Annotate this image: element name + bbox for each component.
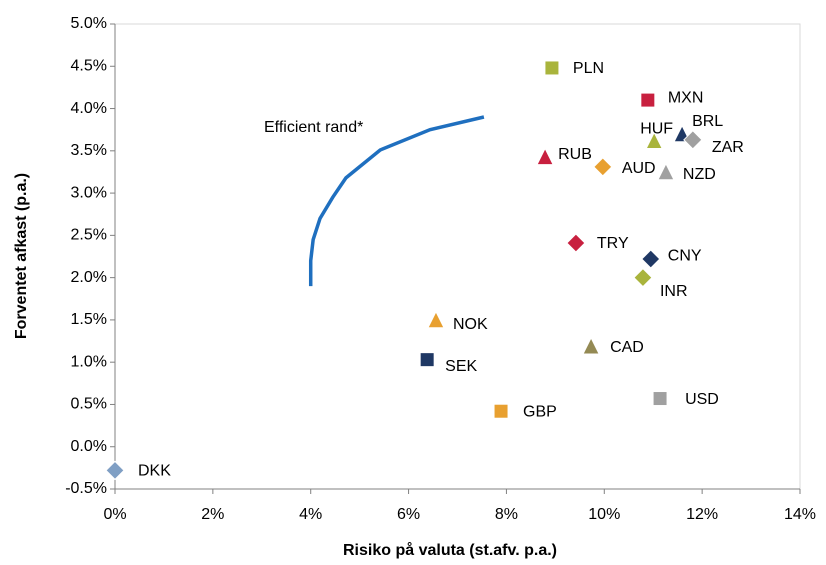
y-tick-label: -0.5%: [65, 480, 107, 497]
annotation: Efficient rand*: [264, 119, 363, 136]
point: [641, 249, 661, 269]
point: [544, 60, 560, 76]
y-tick-label: 1.5%: [71, 311, 107, 328]
y-tick-label: 4.5%: [71, 57, 107, 74]
point: [657, 162, 675, 181]
x-tick-label: 6%: [397, 506, 420, 523]
y-tick-label: 4.0%: [71, 100, 107, 117]
y-tick-label: 1.0%: [71, 353, 107, 370]
y-tick-label: 5.0%: [71, 15, 107, 32]
y-tick-label: 3.5%: [71, 142, 107, 159]
point-label: MXN: [668, 89, 704, 106]
x-tick-label: 10%: [588, 506, 620, 523]
point-label: HUF: [640, 121, 673, 138]
point-label: NZD: [683, 166, 716, 183]
point: [633, 267, 653, 288]
point: [493, 403, 509, 419]
x-tick-label: 2%: [201, 506, 224, 523]
point: [640, 92, 656, 108]
x-tick-label: 14%: [784, 506, 816, 523]
point-label: NOK: [453, 316, 488, 333]
point-label: PLN: [573, 60, 604, 77]
point: [582, 336, 600, 355]
point: [645, 131, 664, 150]
x-tick-label: 4%: [299, 506, 322, 523]
point-label: ZAR: [712, 139, 744, 156]
point-label: SEK: [445, 358, 477, 375]
point-label: RUB: [558, 146, 592, 163]
point: [593, 157, 613, 177]
point-label: INR: [660, 283, 688, 300]
point-label: AUD: [622, 160, 656, 177]
x-axis-title: Risiko på valuta (st.afv. p.a.): [343, 541, 557, 559]
y-tick-label: 2.5%: [71, 227, 107, 244]
point-label: USD: [685, 391, 719, 408]
point-label: CNY: [668, 247, 702, 264]
y-axis-title: Forventet afkast (p.a.): [13, 173, 30, 339]
point: [105, 460, 125, 481]
x-tick-label: 12%: [686, 506, 718, 523]
point-label: TRY: [597, 235, 629, 252]
point-label: GBP: [523, 403, 557, 420]
point: [566, 233, 586, 253]
point-label: CAD: [610, 339, 644, 356]
x-tick-label: 0%: [103, 506, 126, 523]
y-tick-label: 2.0%: [71, 269, 107, 286]
frontier-line: [308, 115, 485, 287]
y-tick-label: 0.0%: [71, 438, 107, 455]
point: [427, 310, 445, 329]
point: [683, 130, 703, 150]
point: [652, 391, 668, 407]
y-tick-label: 0.5%: [71, 396, 107, 413]
point-label: BRL: [692, 113, 723, 130]
point: [419, 352, 435, 368]
x-tick-label: 8%: [495, 506, 518, 523]
point-label: DKK: [138, 463, 171, 480]
point: [536, 147, 554, 166]
y-tick-label: 3.0%: [71, 184, 107, 201]
